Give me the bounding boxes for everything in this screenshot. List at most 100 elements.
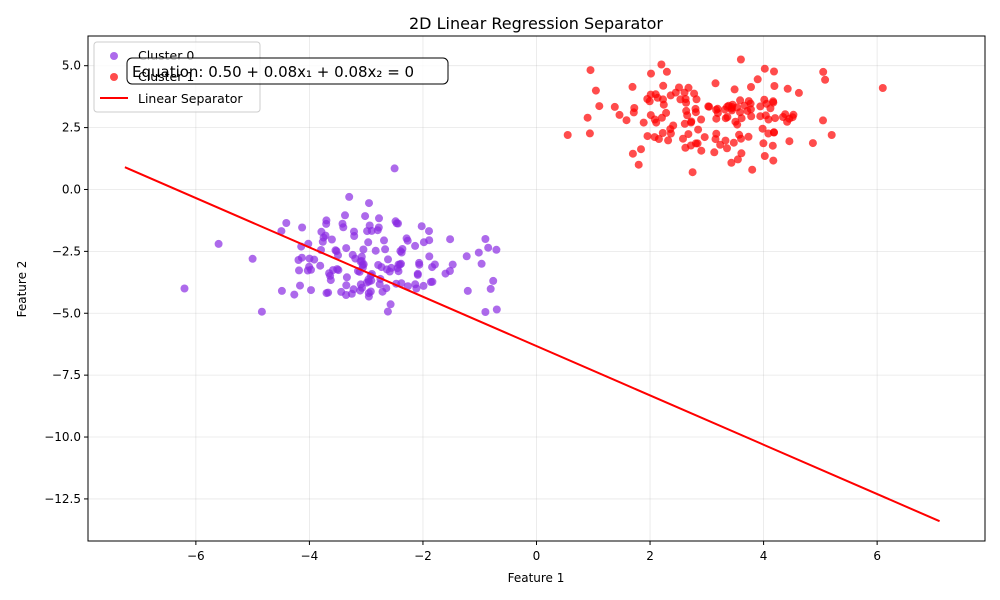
point-cluster-1 [723,144,731,153]
point-cluster-0 [474,248,483,257]
y-tick-label: −10.0 [44,430,81,444]
point-cluster-1 [662,67,671,76]
point-cluster-0 [296,281,304,290]
point-cluster-0 [484,243,493,252]
point-cluster-1 [747,83,755,91]
point-cluster-0 [375,214,383,223]
point-cluster-1 [730,85,739,94]
point-cluster-1 [634,160,643,169]
point-cluster-1 [705,102,714,111]
point-cluster-1 [680,119,689,128]
point-cluster-0 [417,222,426,231]
point-cluster-0 [426,278,435,286]
point-cluster-0 [322,216,331,225]
point-cluster-1 [694,125,703,134]
point-cluster-1 [821,75,830,84]
point-cluster-1 [659,81,668,90]
point-cluster-0 [398,245,407,253]
point-cluster-0 [282,219,291,227]
point-cluster-1 [771,114,780,123]
point-cluster-0 [356,257,365,266]
point-cluster-0 [366,287,375,296]
point-cluster-0 [492,305,501,314]
point-cluster-0 [481,235,490,243]
point-cluster-0 [448,260,457,269]
point-cluster-0 [486,284,495,293]
ticks: −6 −4 −2 0 2 4 6 5.0 2.5 0.0 −2.5 −5.0 −7.5 −10.0 −12.… [44,59,881,563]
x-tick-label: 2 [646,549,654,563]
point-cluster-0 [397,259,405,268]
y-tick-label: −12.5 [44,492,81,506]
point-cluster-1 [688,168,697,177]
point-cluster-1 [769,156,778,165]
point-cluster-0 [327,235,336,244]
point-cluster-1 [729,138,738,147]
legend-marker-cluster-1 [110,73,118,81]
point-cluster-1 [630,104,639,112]
point-cluster-1 [628,149,637,158]
point-cluster-0 [361,212,370,221]
point-cluster-1 [728,100,737,109]
point-cluster-1 [785,137,794,146]
point-cluster-0 [413,269,422,278]
y-tick-label: 0.0 [62,182,81,196]
y-tick-label: 2.5 [62,121,81,135]
point-cluster-0 [345,192,354,201]
point-cluster-1 [764,115,773,124]
point-cluster-0 [365,199,373,208]
point-cluster-1 [794,88,803,97]
point-cluster-1 [764,129,773,138]
point-cluster-1 [664,136,673,145]
point-cluster-1 [563,131,572,139]
point-cluster-1 [639,118,648,127]
point-cluster-1 [647,69,655,78]
point-cluster-0 [342,244,351,253]
point-cluster-0 [307,286,315,295]
point-cluster-1 [770,67,778,76]
equation-annotation: Equation: 0.50 + 0.08x₁ + 0.08x₂ = 0 [126,57,449,85]
point-cluster-0 [364,238,373,247]
point-cluster-0 [290,290,299,299]
point-cluster-0 [415,258,424,267]
point-cluster-1 [591,86,600,95]
x-tick-label: −2 [414,549,432,563]
point-cluster-1 [737,149,746,158]
point-cluster-0 [364,275,373,284]
point-cluster-1 [756,102,765,111]
point-cluster-1 [712,105,721,114]
point-cluster-1 [680,88,689,97]
point-cluster-1 [735,130,744,139]
point-cluster-1 [768,141,777,150]
point-cluster-0 [277,286,286,295]
x-axis-title: Feature 1 [508,571,565,585]
point-cluster-0 [463,286,472,295]
point-cluster-1 [657,113,666,122]
point-cluster-1 [743,106,752,115]
point-cluster-0 [248,254,257,263]
separator-line-layer [124,166,940,523]
point-cluster-0 [394,267,403,276]
point-cluster-1 [658,129,667,137]
x-tick-label: −4 [301,549,319,563]
point-cluster-1 [736,96,745,105]
point-cluster-1 [753,75,762,84]
point-cluster-1 [762,99,771,108]
point-cluster-1 [783,84,792,93]
point-cluster-1 [691,139,700,148]
point-cluster-0 [425,252,434,261]
point-cluster-1 [744,132,753,141]
point-cluster-0 [307,265,315,274]
y-axis-title: Feature 2 [15,261,29,318]
point-cluster-0 [349,285,358,294]
series-layer [180,55,887,316]
point-cluster-0 [257,307,266,316]
point-cluster-1 [731,117,740,126]
point-cluster-1 [748,165,757,174]
point-cluster-1 [697,146,706,155]
point-cluster-1 [760,64,769,73]
point-cluster-0 [331,246,340,255]
point-cluster-0 [397,279,406,288]
point-cluster-0 [462,252,471,261]
point-cluster-0 [382,265,391,274]
point-cluster-0 [180,284,189,293]
